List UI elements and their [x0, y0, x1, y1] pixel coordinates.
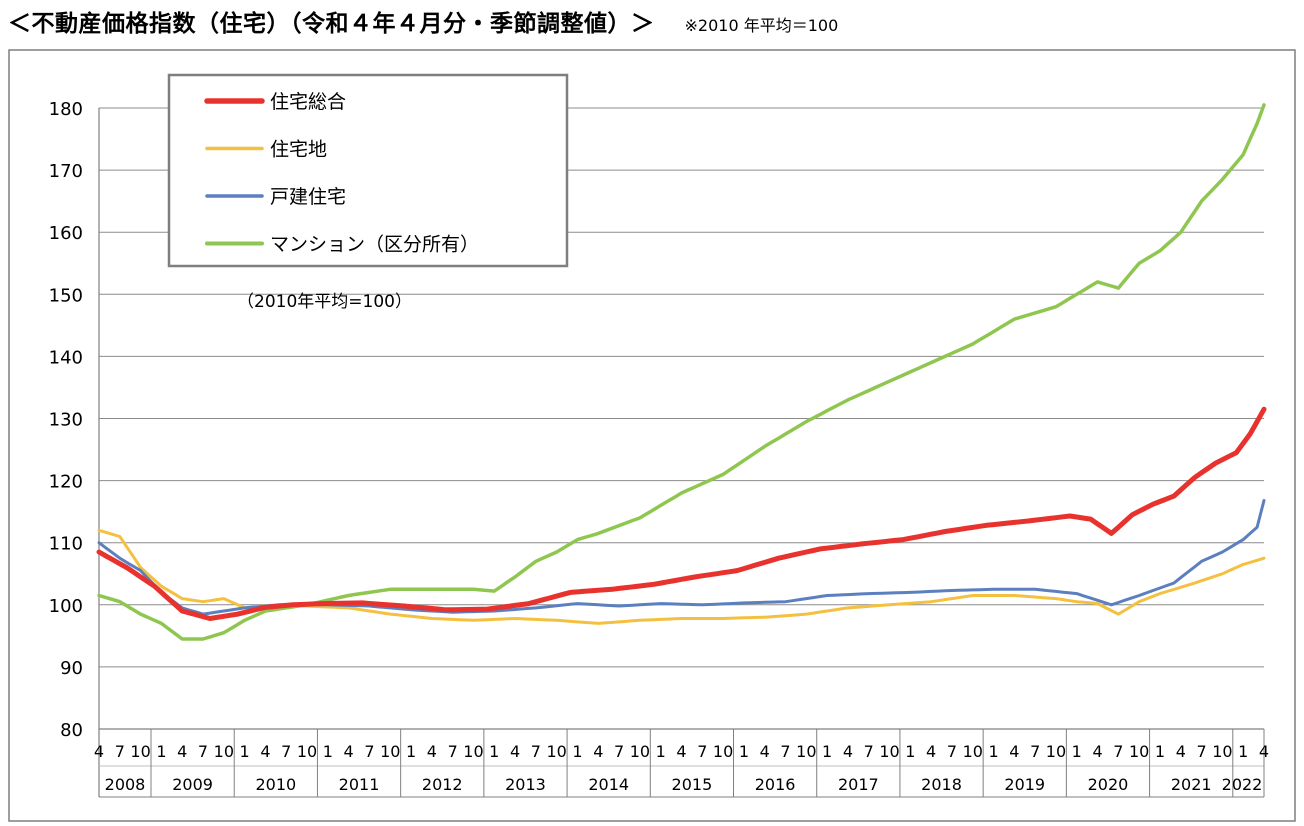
x-month-tick-label: 7: [115, 742, 125, 761]
x-month-tick-label: 4: [1092, 742, 1102, 761]
x-month-tick-label: 4: [676, 742, 686, 761]
x-year-label: 2018: [921, 775, 962, 794]
x-month-tick-label: 7: [697, 742, 707, 761]
x-year-label: 2011: [339, 775, 380, 794]
base-year-annotation: （2010年平均=100）: [237, 292, 412, 312]
x-month-tick-label: 10: [630, 742, 650, 761]
x-month-tick-label: 10: [963, 742, 983, 761]
y-tick-label: 90: [60, 658, 83, 679]
x-month-tick-label: 10: [879, 742, 899, 761]
x-year-label: 2021: [1171, 775, 1212, 794]
x-month-tick-label: 7: [364, 742, 374, 761]
x-month-tick-label: 10: [1046, 742, 1066, 761]
x-year-label: 2009: [172, 775, 213, 794]
x-year-label: 2020: [1088, 775, 1129, 794]
x-year-label: 2019: [1004, 775, 1045, 794]
x-month-tick-label: 1: [323, 742, 333, 761]
x-month-tick-label: 1: [739, 742, 749, 761]
x-month-tick-label: 4: [94, 742, 104, 761]
x-month-tick-label: 10: [1212, 742, 1232, 761]
x-month-tick-label: 10: [463, 742, 483, 761]
x-month-tick-label: 7: [448, 742, 458, 761]
y-tick-label: 180: [49, 99, 83, 120]
x-month-tick-label: 1: [572, 742, 582, 761]
x-year-label: 2014: [588, 775, 629, 794]
x-month-tick-label: 1: [489, 742, 499, 761]
x-month-tick-label: 4: [1176, 742, 1186, 761]
x-year-label: 2010: [255, 775, 296, 794]
x-month-tick-label: 1: [656, 742, 666, 761]
x-month-tick-label: 4: [1259, 742, 1269, 761]
x-month-tick-label: 7: [780, 742, 790, 761]
series-lines: [96, 103, 1267, 641]
x-month-tick-label: 10: [796, 742, 816, 761]
x-month-tick-label: 7: [947, 742, 957, 761]
x-month-tick-label: 7: [1030, 742, 1040, 761]
series-line: [96, 406, 1267, 621]
x-year-label: 2013: [505, 775, 546, 794]
x-month-tick-label: 4: [760, 742, 770, 761]
x-month-tick-label: 4: [260, 742, 270, 761]
chart-title: ＜不動産価格指数（住宅）（令和４年４月分・季節調整値）＞: [8, 11, 655, 37]
x-month-tick-label: 1: [822, 742, 832, 761]
y-tick-label: 140: [49, 347, 83, 368]
x-month-tick-label: 10: [713, 742, 733, 761]
x-month-tick-label: 10: [297, 742, 317, 761]
x-month-tick-label: 1: [1238, 742, 1248, 761]
legend-label: マンション（区分所有）: [270, 234, 479, 256]
x-month-tick-label: 7: [1196, 742, 1206, 761]
x-month-tick-label: 10: [1129, 742, 1149, 761]
y-tick-label: 150: [49, 285, 83, 306]
x-month-tick-label: 4: [427, 742, 437, 761]
x-month-tick-label: 1: [156, 742, 166, 761]
x-month-tick-label: 4: [344, 742, 354, 761]
legend-label: 住宅地: [270, 139, 327, 161]
x-year-label: 2016: [755, 775, 796, 794]
y-tick-label: 100: [49, 596, 83, 617]
x-year-label: 2022: [1222, 775, 1263, 794]
legend-label: 住宅総合: [270, 91, 346, 113]
x-month-tick-label: 4: [177, 742, 187, 761]
y-tick-label: 130: [49, 410, 83, 431]
x-year-label: 2015: [672, 775, 713, 794]
x-year-label: 2008: [105, 775, 146, 794]
y-tick-label: 170: [49, 161, 83, 182]
y-tick-label: 110: [49, 534, 83, 555]
x-month-tick-label: 7: [531, 742, 541, 761]
x-month-tick-label: 10: [380, 742, 400, 761]
x-month-tick-label: 4: [926, 742, 936, 761]
x-month-tick-label: 7: [1113, 742, 1123, 761]
x-month-tick-label: 7: [281, 742, 291, 761]
x-month-tick-label: 7: [864, 742, 874, 761]
x-month-tick-label: 1: [240, 742, 250, 761]
x-month-tick-label: 1: [988, 742, 998, 761]
x-month-tick-label: 10: [214, 742, 234, 761]
chart-note: ※2010 年平均＝100: [684, 16, 839, 35]
x-month-tick-label: 4: [510, 742, 520, 761]
legend-label: 戸建住宅: [270, 186, 346, 208]
x-month-tick-label: 10: [546, 742, 566, 761]
chart-header: ＜不動産価格指数（住宅）（令和４年４月分・季節調整値）＞ ※2010 年平均＝10…: [8, 4, 838, 44]
x-month-tick-label: 7: [198, 742, 208, 761]
y-tick-label: 80: [60, 720, 83, 741]
x-month-tick-label: 1: [1155, 742, 1165, 761]
x-month-tick-label: 1: [905, 742, 915, 761]
y-tick-label: 160: [49, 223, 83, 244]
x-month-tick-label: 4: [843, 742, 853, 761]
legend-box: [167, 73, 569, 268]
x-month-tick-label: 7: [614, 742, 624, 761]
x-year-label: 2017: [838, 775, 879, 794]
x-month-tick-label: 1: [1072, 742, 1082, 761]
x-month-tick-label: 4: [1009, 742, 1019, 761]
y-tick-label: 120: [49, 472, 83, 493]
x-month-tick-label: 1: [406, 742, 416, 761]
x-month-tick-label: 4: [593, 742, 603, 761]
x-year-label: 2012: [422, 775, 463, 794]
x-month-tick-label: 10: [130, 742, 150, 761]
